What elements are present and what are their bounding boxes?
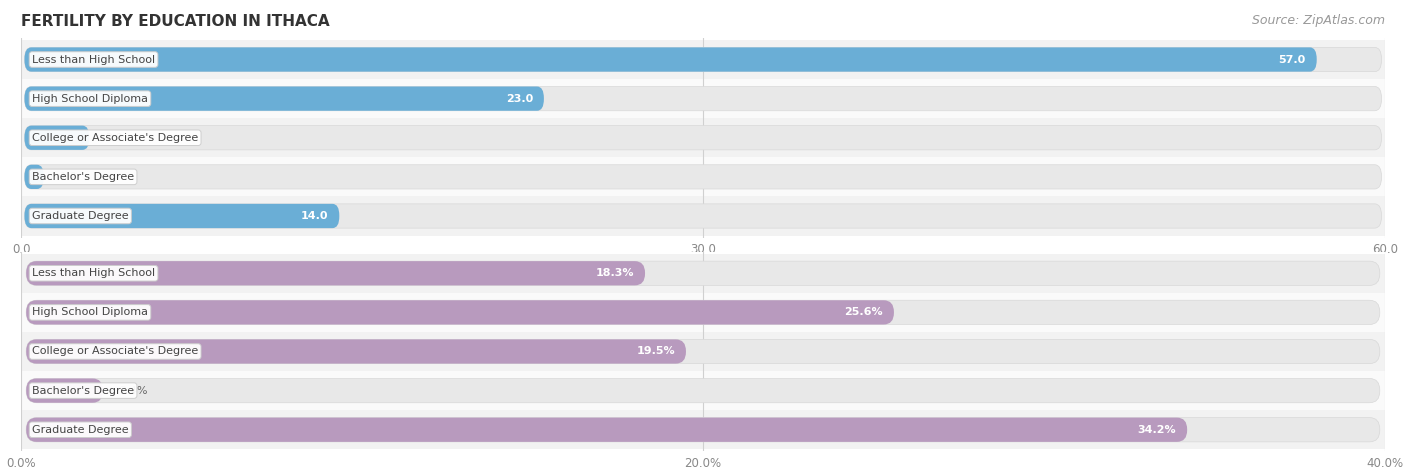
FancyBboxPatch shape — [27, 339, 686, 364]
Text: College or Associate's Degree: College or Associate's Degree — [32, 133, 198, 143]
Bar — [21, 79, 1385, 118]
Text: Graduate Degree: Graduate Degree — [32, 211, 128, 221]
Text: 19.5%: 19.5% — [637, 346, 675, 357]
Bar — [21, 254, 1385, 293]
Bar — [21, 371, 1385, 410]
Text: Less than High School: Less than High School — [32, 55, 155, 65]
Bar — [21, 197, 1385, 236]
Text: 57.0: 57.0 — [1278, 55, 1306, 65]
FancyBboxPatch shape — [24, 48, 1317, 72]
FancyBboxPatch shape — [27, 300, 1379, 324]
Text: 2.4%: 2.4% — [120, 386, 148, 396]
FancyBboxPatch shape — [24, 48, 1382, 72]
Bar — [21, 118, 1385, 157]
Bar — [21, 293, 1385, 332]
Bar — [21, 40, 1385, 79]
FancyBboxPatch shape — [27, 339, 1379, 364]
Text: 34.2%: 34.2% — [1137, 425, 1177, 435]
Text: Less than High School: Less than High School — [32, 268, 155, 278]
FancyBboxPatch shape — [27, 379, 1379, 403]
Text: 14.0: 14.0 — [301, 211, 329, 221]
FancyBboxPatch shape — [27, 261, 1379, 285]
Text: College or Associate's Degree: College or Associate's Degree — [32, 346, 198, 357]
Text: High School Diploma: High School Diploma — [32, 307, 148, 317]
FancyBboxPatch shape — [24, 125, 90, 150]
Text: 25.6%: 25.6% — [845, 307, 883, 317]
FancyBboxPatch shape — [27, 300, 894, 324]
Text: 1.0: 1.0 — [60, 172, 77, 182]
Text: 18.3%: 18.3% — [596, 268, 634, 278]
FancyBboxPatch shape — [24, 125, 1382, 150]
Text: Bachelor's Degree: Bachelor's Degree — [32, 172, 134, 182]
Text: Graduate Degree: Graduate Degree — [32, 425, 128, 435]
Text: High School Diploma: High School Diploma — [32, 94, 148, 104]
Bar — [21, 410, 1385, 449]
FancyBboxPatch shape — [24, 86, 1382, 111]
Bar — [21, 157, 1385, 197]
Text: Source: ZipAtlas.com: Source: ZipAtlas.com — [1251, 14, 1385, 27]
Text: FERTILITY BY EDUCATION IN ITHACA: FERTILITY BY EDUCATION IN ITHACA — [21, 14, 330, 29]
Text: Bachelor's Degree: Bachelor's Degree — [32, 386, 134, 396]
FancyBboxPatch shape — [27, 261, 645, 285]
Bar — [21, 332, 1385, 371]
FancyBboxPatch shape — [24, 204, 339, 228]
FancyBboxPatch shape — [27, 418, 1379, 442]
FancyBboxPatch shape — [27, 379, 103, 403]
FancyBboxPatch shape — [24, 165, 1382, 189]
Text: 23.0: 23.0 — [506, 94, 533, 104]
FancyBboxPatch shape — [24, 165, 44, 189]
FancyBboxPatch shape — [27, 418, 1187, 442]
Text: 3.0: 3.0 — [105, 133, 124, 143]
FancyBboxPatch shape — [24, 204, 1382, 228]
FancyBboxPatch shape — [24, 86, 544, 111]
